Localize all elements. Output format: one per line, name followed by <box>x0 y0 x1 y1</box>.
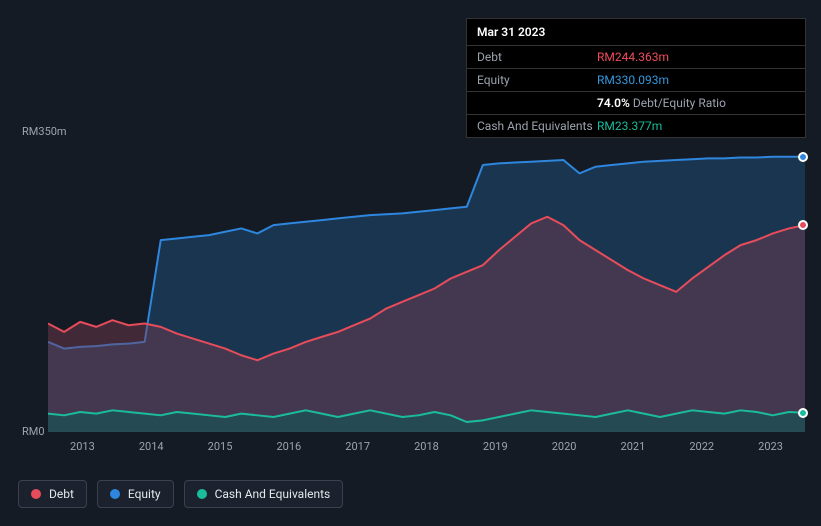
tooltip-row-ratio: 74.0% Debt/Equity Ratio <box>467 92 805 115</box>
x-axis-tick: 2021 <box>599 440 668 460</box>
ratio-suffix: Debt/Equity Ratio <box>633 96 726 110</box>
x-axis-tick: 2019 <box>461 440 530 460</box>
tooltip-label: Cash And Equivalents <box>477 119 597 133</box>
legend-item-cash-and-equivalents[interactable]: Cash And Equivalents <box>184 480 344 508</box>
legend-item-equity[interactable]: Equity <box>97 480 174 508</box>
series-marker <box>798 220 808 230</box>
x-axis-tick: 2015 <box>186 440 255 460</box>
tooltip-row-equity: Equity RM330.093m <box>467 69 805 92</box>
x-axis-tick: 2016 <box>254 440 323 460</box>
chart-svg <box>48 140 805 432</box>
chart-tooltip: Mar 31 2023 Debt RM244.363m Equity RM330… <box>466 18 806 138</box>
x-axis: 2013201420152016201720182019202020212022… <box>48 440 805 460</box>
y-axis-max-label: RM350m <box>22 125 67 138</box>
chart-legend: Debt Equity Cash And Equivalents <box>18 480 343 508</box>
tooltip-date: Mar 31 2023 <box>467 19 805 46</box>
tooltip-value: RM23.377m <box>597 119 795 133</box>
ratio-pct: 74.0% <box>597 96 630 110</box>
series-marker <box>798 152 808 162</box>
tooltip-row-debt: Debt RM244.363m <box>467 46 805 69</box>
legend-item-debt[interactable]: Debt <box>18 480 87 508</box>
tooltip-value: 74.0% Debt/Equity Ratio <box>597 96 795 110</box>
tooltip-label <box>477 96 597 110</box>
chart-container: Mar 31 2023 Debt RM244.363m Equity RM330… <box>0 0 821 526</box>
tooltip-value: RM244.363m <box>597 50 795 64</box>
legend-label: Cash And Equivalents <box>215 487 331 501</box>
tooltip-label: Equity <box>477 73 597 87</box>
legend-dot <box>110 489 120 499</box>
legend-dot <box>197 489 207 499</box>
x-axis-tick: 2022 <box>667 440 736 460</box>
x-axis-tick: 2018 <box>392 440 461 460</box>
x-axis-tick: 2013 <box>48 440 117 460</box>
legend-label: Equity <box>128 487 161 501</box>
x-axis-tick: 2023 <box>736 440 805 460</box>
series-marker <box>798 408 808 418</box>
y-axis-min-label: RM0 <box>22 425 45 438</box>
tooltip-value: RM330.093m <box>597 73 795 87</box>
x-axis-tick: 2020 <box>530 440 599 460</box>
legend-label: Debt <box>49 487 74 501</box>
x-axis-tick: 2014 <box>117 440 186 460</box>
x-axis-tick: 2017 <box>323 440 392 460</box>
tooltip-row-cash: Cash And Equivalents RM23.377m <box>467 115 805 137</box>
legend-dot <box>31 489 41 499</box>
chart-plot-area[interactable] <box>48 140 805 432</box>
tooltip-label: Debt <box>477 50 597 64</box>
